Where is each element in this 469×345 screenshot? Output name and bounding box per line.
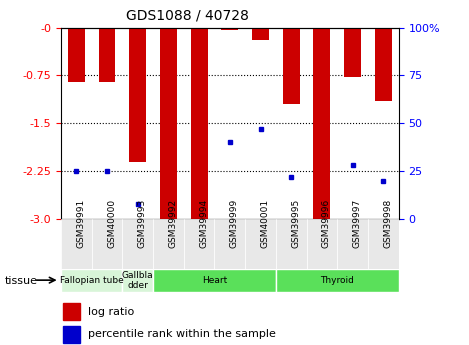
Text: GSM40000: GSM40000 bbox=[107, 198, 116, 248]
Bar bbox=[344, 28, 361, 77]
Text: GSM39999: GSM39999 bbox=[230, 198, 239, 248]
Bar bbox=[129, 28, 146, 161]
Bar bbox=[283, 28, 300, 104]
Bar bbox=[98, 28, 115, 82]
Bar bbox=[307, 219, 337, 269]
Text: GSM39992: GSM39992 bbox=[168, 198, 177, 248]
Bar bbox=[63, 303, 80, 320]
Text: log ratio: log ratio bbox=[88, 307, 135, 317]
Text: GSM39991: GSM39991 bbox=[76, 198, 85, 248]
Text: Thyroid: Thyroid bbox=[320, 276, 354, 285]
Text: percentile rank within the sample: percentile rank within the sample bbox=[88, 329, 276, 339]
Bar bbox=[252, 28, 269, 40]
Bar bbox=[91, 219, 122, 269]
Bar bbox=[245, 219, 276, 269]
Bar bbox=[61, 269, 122, 292]
Bar bbox=[153, 269, 276, 292]
Text: GSM39996: GSM39996 bbox=[322, 198, 331, 248]
Bar bbox=[221, 28, 238, 30]
Bar bbox=[276, 219, 307, 269]
Text: tissue: tissue bbox=[5, 276, 38, 286]
Bar bbox=[191, 28, 208, 219]
Bar bbox=[68, 28, 85, 82]
Text: GSM40001: GSM40001 bbox=[260, 198, 270, 248]
Bar bbox=[368, 219, 399, 269]
Bar bbox=[122, 219, 153, 269]
Text: Heart: Heart bbox=[202, 276, 227, 285]
Bar bbox=[184, 219, 214, 269]
Bar bbox=[214, 219, 245, 269]
Text: GSM39993: GSM39993 bbox=[138, 198, 147, 248]
Text: GSM39994: GSM39994 bbox=[199, 198, 208, 248]
Bar bbox=[61, 219, 91, 269]
Text: GDS1088 / 40728: GDS1088 / 40728 bbox=[126, 9, 249, 23]
Text: Fallopian tube: Fallopian tube bbox=[60, 276, 123, 285]
Text: GSM39997: GSM39997 bbox=[353, 198, 362, 248]
Bar bbox=[313, 28, 330, 219]
Bar bbox=[337, 219, 368, 269]
Text: Gallbla
dder: Gallbla dder bbox=[122, 270, 153, 290]
Bar bbox=[375, 28, 392, 101]
Bar bbox=[63, 326, 80, 343]
Bar bbox=[160, 28, 177, 219]
Text: GSM39998: GSM39998 bbox=[383, 198, 392, 248]
Bar bbox=[122, 269, 153, 292]
Text: GSM39995: GSM39995 bbox=[291, 198, 300, 248]
Bar bbox=[153, 219, 184, 269]
Bar bbox=[276, 269, 399, 292]
